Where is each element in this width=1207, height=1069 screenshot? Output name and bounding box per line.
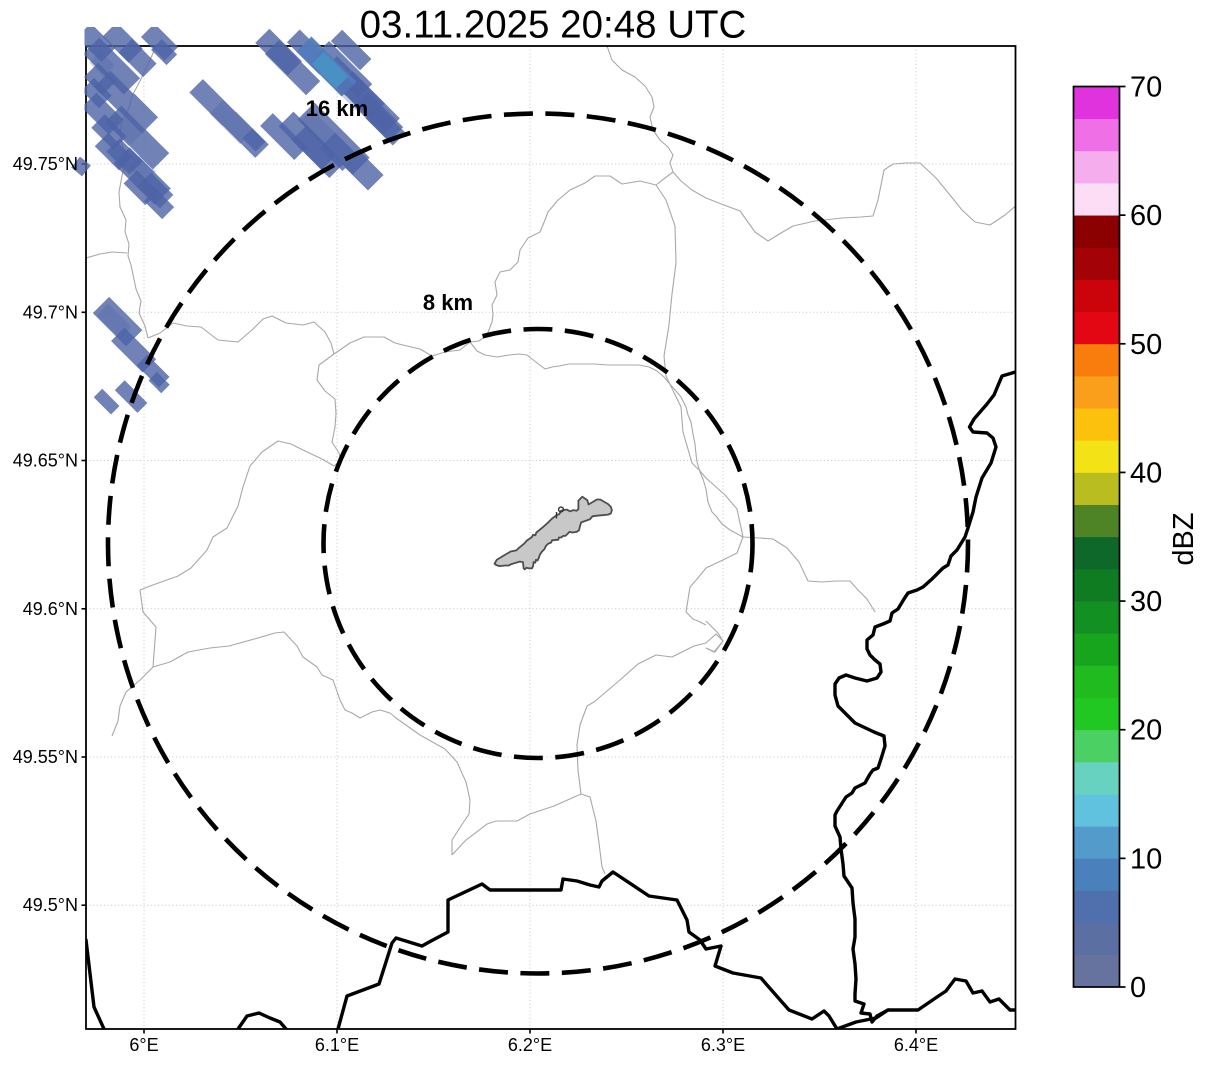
svg-text:70: 70: [1130, 72, 1162, 104]
svg-text:49.6°N: 49.6°N: [23, 599, 78, 619]
svg-text:6.2°E: 6.2°E: [508, 1035, 552, 1055]
svg-text:49.65°N: 49.65°N: [13, 451, 78, 471]
svg-text:49.75°N: 49.75°N: [13, 154, 78, 174]
svg-text:8 km: 8 km: [423, 290, 473, 315]
svg-text:03.11.2025 20:48 UTC: 03.11.2025 20:48 UTC: [360, 4, 747, 47]
svg-text:16 km: 16 km: [306, 96, 368, 121]
svg-text:6°E: 6°E: [129, 1035, 158, 1055]
svg-text:40: 40: [1130, 457, 1162, 489]
svg-text:49.7°N: 49.7°N: [23, 302, 78, 322]
svg-text:49.5°N: 49.5°N: [23, 895, 78, 915]
svg-text:0: 0: [1130, 972, 1146, 1004]
svg-text:6.4°E: 6.4°E: [894, 1035, 938, 1055]
svg-text:50: 50: [1130, 329, 1162, 361]
svg-text:10: 10: [1130, 843, 1162, 875]
svg-text:20: 20: [1130, 715, 1162, 747]
svg-text:30: 30: [1130, 586, 1162, 618]
svg-text:dBZ: dBZ: [1168, 512, 1200, 565]
svg-text:6.3°E: 6.3°E: [701, 1035, 745, 1055]
svg-text:6.1°E: 6.1°E: [315, 1035, 359, 1055]
svg-text:60: 60: [1130, 200, 1162, 232]
svg-text:49.55°N: 49.55°N: [13, 747, 78, 767]
